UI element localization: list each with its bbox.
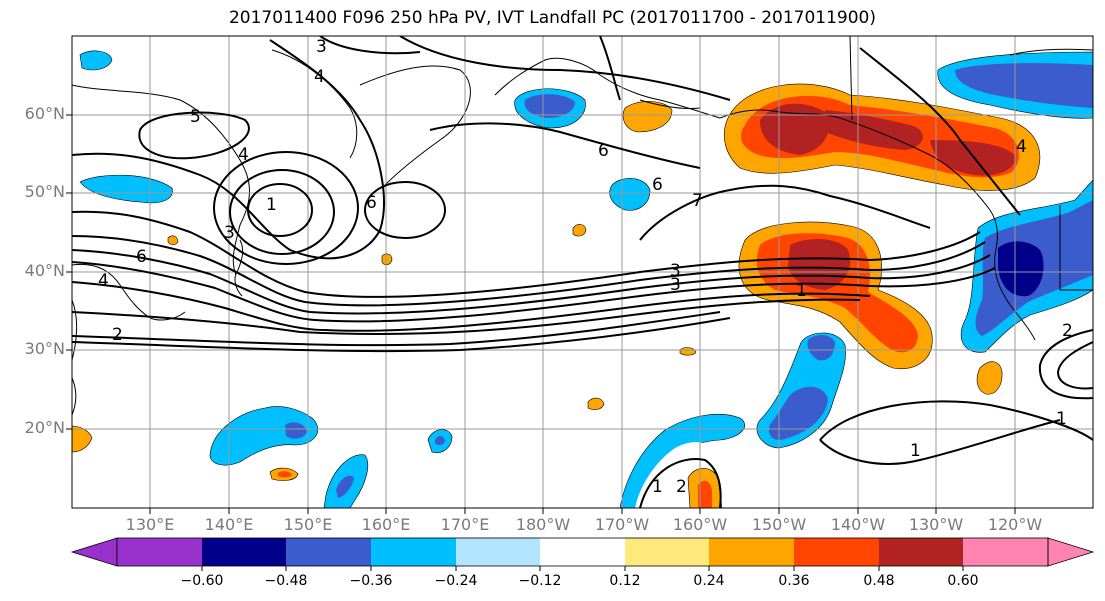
lon-label: 150°W bbox=[751, 515, 807, 534]
lon-label: 130°E bbox=[125, 515, 175, 534]
colorbar-bin bbox=[540, 538, 625, 566]
contour-label: 2 bbox=[676, 477, 687, 497]
contour-label: 3 bbox=[316, 37, 327, 57]
lon-label: 170°E bbox=[440, 515, 490, 534]
contour-label: 2 bbox=[1062, 321, 1073, 341]
colorbar bbox=[70, 537, 1095, 571]
colorbar-extend-high bbox=[1047, 537, 1095, 567]
colorbar-bin bbox=[879, 538, 963, 566]
colorbar-bin bbox=[709, 538, 794, 566]
contour-label: 3 bbox=[224, 223, 235, 243]
colorbar-extend-low bbox=[70, 537, 118, 567]
contour-label: 3 bbox=[670, 261, 681, 281]
contour-label: 3 bbox=[670, 275, 681, 295]
colorbar-bin bbox=[117, 538, 202, 566]
colorbar-bin bbox=[794, 538, 879, 566]
contour-label: 1 bbox=[910, 441, 921, 461]
colorbar-bin bbox=[202, 538, 286, 566]
lon-label: 140°W bbox=[830, 515, 886, 534]
lon-label: 150°E bbox=[283, 515, 333, 534]
contour-label: 1 bbox=[266, 195, 277, 215]
lon-label: 160°W bbox=[672, 515, 728, 534]
lat-label: 30°N bbox=[24, 339, 65, 358]
contour-label: 5 bbox=[190, 107, 201, 127]
colorbar-tick-label: 0.36 bbox=[778, 573, 810, 589]
lon-label: 170°W bbox=[594, 515, 650, 534]
colorbar-tick-label: −0.24 bbox=[434, 573, 478, 589]
colorbar-tick-label: −0.60 bbox=[180, 573, 224, 589]
contour-labels: 3 4 5 4 1 3 6 6 6 6 7 3 3 1 4 2 4 1 2 1 … bbox=[98, 37, 1073, 497]
contour-label: 6 bbox=[366, 193, 377, 213]
contour-label: 7 bbox=[692, 191, 703, 211]
colorbar-bin bbox=[371, 538, 456, 566]
colorbar-tick-label: 0.12 bbox=[609, 573, 641, 589]
axis-ticks bbox=[66, 114, 1016, 514]
map-content: 3 4 5 4 1 3 6 6 6 6 7 3 3 1 4 2 4 1 2 1 … bbox=[72, 36, 1093, 508]
pv-contours bbox=[72, 36, 1093, 508]
colorbar-tick-label: 0.24 bbox=[693, 573, 725, 589]
lon-label: 130°W bbox=[908, 515, 964, 534]
colorbar-tick-label: −0.36 bbox=[349, 573, 393, 589]
contour-label: 6 bbox=[598, 141, 609, 161]
lat-label: 50°N bbox=[24, 182, 65, 201]
contour-label: 1 bbox=[1056, 409, 1067, 429]
contour-label: 6 bbox=[652, 175, 663, 195]
lon-label: 140°E bbox=[204, 515, 254, 534]
lon-label: 180°W bbox=[515, 515, 571, 534]
contour-label: 2 bbox=[112, 325, 123, 345]
colorbar-bin bbox=[625, 538, 709, 566]
lon-label: 120°W bbox=[987, 515, 1043, 534]
contour-label: 4 bbox=[314, 67, 325, 87]
contour-label: 1 bbox=[796, 281, 807, 301]
colorbar-tick-label: −0.12 bbox=[518, 573, 562, 589]
contour-label: 4 bbox=[1016, 137, 1027, 157]
colorbar-tick-label: 0.60 bbox=[947, 573, 979, 589]
colorbar-bin bbox=[963, 538, 1048, 566]
lat-label: 60°N bbox=[24, 104, 65, 123]
contour-label: 4 bbox=[98, 271, 109, 291]
contour-label: 4 bbox=[238, 145, 249, 165]
colorbar-tick-label: 0.48 bbox=[863, 573, 895, 589]
contour-label: 6 bbox=[136, 247, 147, 267]
lat-label: 20°N bbox=[24, 418, 65, 437]
lon-label: 160°E bbox=[361, 515, 411, 534]
lat-label: 40°N bbox=[24, 261, 65, 280]
contour-label: 1 bbox=[652, 477, 663, 497]
map-title: 2017011400 F096 250 hPa PV, IVT Landfall… bbox=[228, 8, 876, 28]
colorbar-bin bbox=[286, 538, 371, 566]
colorbar-bin bbox=[456, 538, 540, 566]
colorbar-tick-label: −0.48 bbox=[264, 573, 308, 589]
